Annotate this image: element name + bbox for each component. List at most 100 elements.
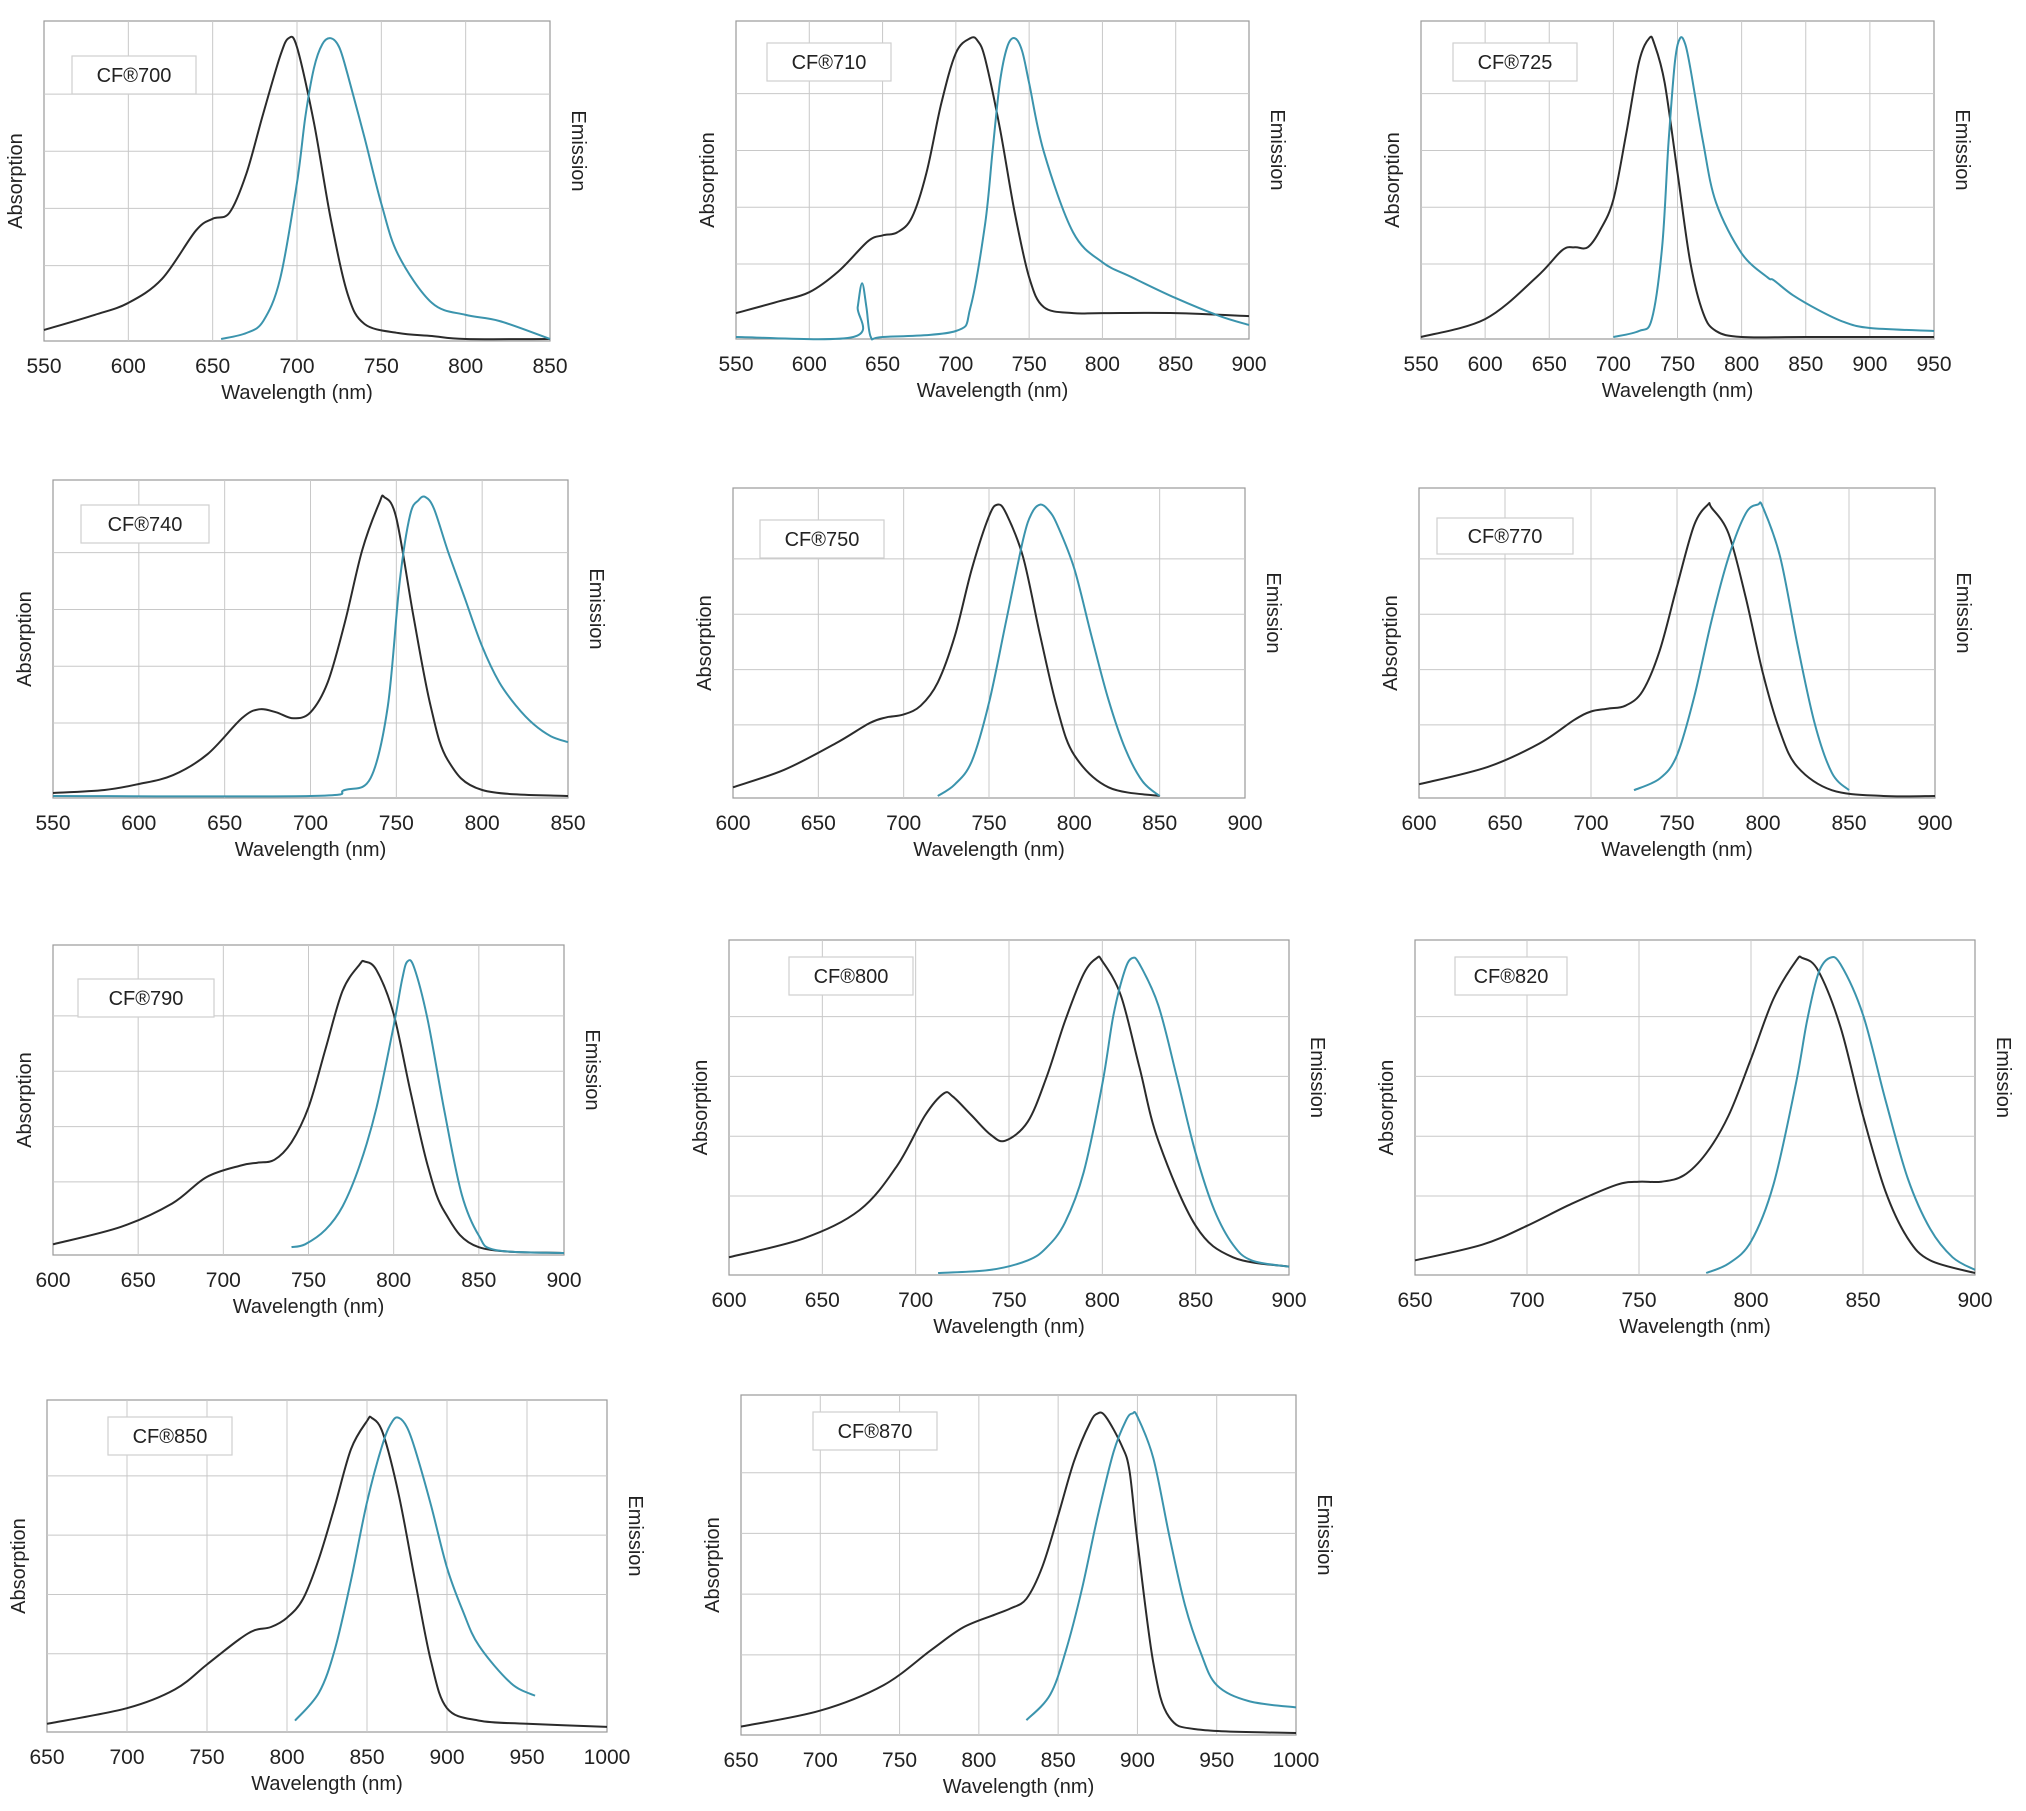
x-tick-label: 800: [269, 1746, 304, 1769]
x-tick-label: 700: [1596, 353, 1631, 376]
x-tick-label: 750: [189, 1746, 224, 1769]
series-line-absorption: [732, 503, 1160, 797]
series-line-absorption: [52, 494, 569, 797]
x-axis-label: Wavelength (nm): [933, 1316, 1085, 1338]
x-tick-label: 900: [1957, 1289, 1992, 1312]
chart-3: 550 600 650 700 750 800 850 900 950 Wavelength (n…: [1382, 20, 1973, 402]
x-tick-label: 850: [532, 355, 567, 378]
chart-1: 550 600 650 700 750 800 850 Wavelength (nm) Abso…: [5, 20, 589, 404]
x-tick-label: 700: [279, 355, 314, 378]
x-tick-label: 650: [1487, 812, 1522, 835]
series-line-absorption: [43, 35, 551, 341]
chart-title: CF®725: [1478, 52, 1553, 74]
series-line-emission: [1613, 36, 1935, 338]
x-tick-label: 550: [26, 355, 61, 378]
x-tick-label: 600: [35, 1269, 70, 1292]
series-line-absorption: [46, 1415, 608, 1728]
x-axis-label: Wavelength (nm): [233, 1296, 385, 1318]
x-tick-label: 700: [886, 812, 921, 835]
y-axis-label-emission: Emission: [1992, 1037, 2014, 1118]
x-tick-label: 650: [723, 1749, 758, 1772]
series-line-emission: [1025, 1411, 1297, 1721]
y-axis-label-emission: Emission: [624, 1495, 646, 1576]
series-line-emission: [1705, 955, 1976, 1274]
chart-title-box: [1452, 42, 1578, 82]
series-line-emission: [52, 495, 569, 798]
x-tick-label: 600: [121, 812, 156, 835]
series-line-emission: [735, 37, 1250, 341]
x-axis-label: Wavelength (nm): [1619, 1316, 1771, 1338]
x-tick-label: 800: [1085, 1289, 1120, 1312]
plot-frame: [1414, 939, 1976, 1276]
chart-title-box: [1436, 517, 1574, 555]
y-axis-label-emission: Emission: [1952, 572, 1974, 653]
x-tick-label: 700: [803, 1749, 838, 1772]
x-tick-label: 800: [448, 355, 483, 378]
x-tick-label: 650: [195, 355, 230, 378]
chart-11: 650 700 750 800 850 900 950 1000 Wavelength (nm)…: [702, 1394, 1335, 1798]
chart-7: 600 650 700 750 800 850 900 Wavelength (nm) Abso…: [14, 944, 603, 1318]
y-axis-label-emission: Emission: [1306, 1037, 1328, 1118]
x-tick-label: 850: [1158, 353, 1193, 376]
y-axis-label-absorption: Absorption: [14, 591, 36, 687]
y-axis-label-absorption: Absorption: [8, 1518, 30, 1614]
x-axis-label: Wavelength (nm): [221, 382, 373, 404]
y-axis-label-emission: Emission: [581, 1029, 603, 1110]
x-tick-label: 650: [805, 1289, 840, 1312]
x-tick-label: 700: [938, 353, 973, 376]
x-tick-label: 750: [971, 812, 1006, 835]
chart-title: CF®870: [838, 1421, 913, 1443]
x-axis-label: Wavelength (nm): [1602, 380, 1754, 402]
x-axis-label: Wavelength (nm): [251, 1773, 403, 1795]
x-tick-label: 650: [1397, 1289, 1432, 1312]
series-line-absorption: [735, 36, 1250, 318]
chart-title: CF®710: [792, 52, 867, 74]
x-tick-label: 800: [1745, 812, 1780, 835]
x-tick-label: 550: [35, 812, 70, 835]
y-axis-label-emission: Emission: [567, 110, 589, 191]
x-tick-label: 900: [429, 1746, 464, 1769]
x-tick-label: 750: [364, 355, 399, 378]
x-tick-label: 800: [465, 812, 500, 835]
y-axis-label-absorption: Absorption: [690, 1060, 712, 1156]
x-tick-label: 600: [715, 812, 750, 835]
x-tick-label: 700: [293, 812, 328, 835]
x-axis-label: Wavelength (nm): [917, 380, 1069, 402]
y-axis-label-emission: Emission: [1313, 1494, 1335, 1575]
chart-title: CF®740: [108, 514, 183, 536]
chart-10: 650 700 750 800 850 900 950 1000 Wavelength (nm)…: [8, 1399, 646, 1795]
chart-9: 650 700 750 800 850 900 Wavelength (nm) Absorpt…: [1376, 939, 2014, 1338]
x-tick-label: 850: [1041, 1749, 1076, 1772]
series-line-emission: [938, 956, 1290, 1274]
x-tick-label: 700: [206, 1269, 241, 1292]
y-axis-label-absorption: Absorption: [5, 133, 27, 229]
x-tick-label: 950: [509, 1746, 544, 1769]
x-tick-label: 1000: [584, 1746, 631, 1769]
series-line-absorption: [1420, 35, 1934, 339]
x-tick-label: 950: [1916, 353, 1951, 376]
series-line-absorption: [728, 955, 1290, 1268]
y-axis-label-emission: Emission: [1951, 109, 1973, 190]
x-tick-label: 650: [207, 812, 242, 835]
x-tick-label: 850: [1788, 353, 1823, 376]
x-tick-label: 800: [961, 1749, 996, 1772]
chart-title: CF®850: [133, 1426, 208, 1448]
x-tick-label: 850: [349, 1746, 384, 1769]
chart-title-box: [71, 55, 197, 95]
x-tick-label: 900: [1917, 812, 1952, 835]
y-axis-label-absorption: Absorption: [702, 1517, 724, 1613]
x-axis-label: Wavelength (nm): [913, 839, 1065, 861]
x-tick-label: 1000: [1273, 1749, 1320, 1772]
x-tick-label: 550: [1403, 353, 1438, 376]
x-tick-label: 900: [546, 1269, 581, 1292]
x-tick-label: 650: [801, 812, 836, 835]
chart-title-box: [788, 956, 914, 996]
x-tick-label: 750: [379, 812, 414, 835]
x-tick-label: 800: [1057, 812, 1092, 835]
x-tick-label: 750: [1659, 812, 1694, 835]
x-tick-label: 700: [1573, 812, 1608, 835]
y-axis-label-absorption: Absorption: [694, 595, 716, 691]
x-tick-label: 750: [1660, 353, 1695, 376]
series-line-absorption: [1414, 955, 1976, 1274]
chart-title: CF®770: [1468, 526, 1543, 548]
